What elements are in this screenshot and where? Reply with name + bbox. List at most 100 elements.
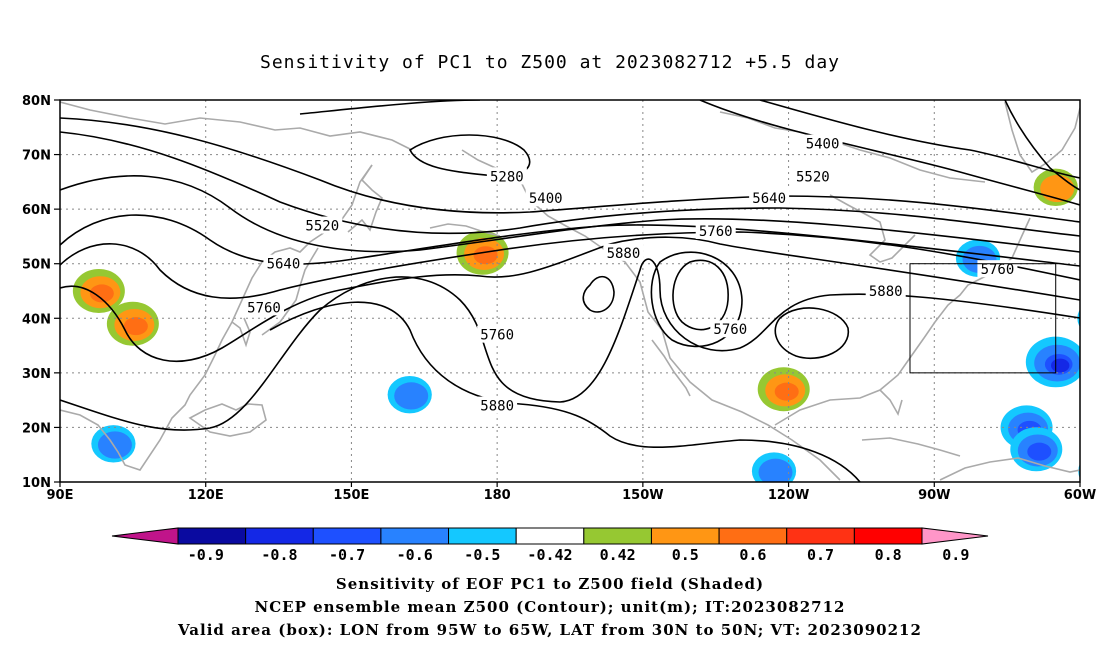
contour-label: 5400 <box>806 137 840 153</box>
contour-label: 5880 <box>480 399 514 415</box>
z500-contours <box>60 100 1080 482</box>
sensitivity-patch <box>1040 174 1075 203</box>
lat-tick-label: 70N <box>22 149 51 164</box>
colorbar-box <box>786 527 855 545</box>
colorbar-box <box>583 527 652 545</box>
caption-line-3: Valid area (box): LON from 95W to 65W, L… <box>177 621 922 639</box>
valid-area-box <box>909 263 1057 374</box>
lon-tick-label: 90W <box>918 488 950 503</box>
colorbar-min-arrow <box>111 527 179 545</box>
sensitivity-patch <box>1095 464 1100 482</box>
contour-label-bg <box>865 282 906 299</box>
contour-label: 5880 <box>607 246 641 262</box>
coastline-canada-arctic <box>719 111 986 183</box>
colorbar-tick-label: -0.6 <box>397 546 433 564</box>
coastline-borneo <box>188 403 267 437</box>
contour-line <box>699 100 1080 206</box>
colorbar-tick-label: -0.5 <box>464 546 500 564</box>
sensitivity-patch <box>473 246 498 265</box>
contour-line <box>1004 100 1080 191</box>
contour-label: 5760 <box>480 328 514 344</box>
lat-tick-label: 20N <box>22 421 51 436</box>
sensitivity-patch <box>89 284 114 303</box>
lon-tick-label: 60W <box>1064 488 1096 503</box>
contour-line <box>408 134 531 178</box>
colorbar: -0.9 -0.8 -0.7 -0.6 -0.5 -0.42 0.42 0.5 0.6 0.7 0.… <box>111 527 989 564</box>
sensitivity-patch <box>1078 463 1080 479</box>
contour-line <box>774 307 849 360</box>
coastline-aleutians <box>429 223 501 237</box>
contour-label-bg <box>977 260 1018 278</box>
colorbar-tick-label: 0.7 <box>807 546 834 564</box>
contour-label-bg <box>477 325 518 343</box>
contour-label-bg <box>263 254 304 272</box>
contour-line <box>60 231 1080 299</box>
colorbar-tick-label: -0.9 <box>188 546 224 564</box>
contour-line <box>60 117 1080 223</box>
contour-line <box>60 175 1080 253</box>
coastline-east-asia <box>60 164 373 471</box>
colorbar-tick-label: 0.9 <box>942 546 969 564</box>
coastline-alaska <box>461 149 841 481</box>
contour-label-bg <box>244 298 284 316</box>
map-area: 5280 5400 5400 5520 5520 5640 5640 5760 5760 5760… <box>59 99 1100 483</box>
contour-label: 5520 <box>305 219 339 235</box>
contour-label: 5640 <box>267 257 301 273</box>
lat-tick-label: 10N <box>22 476 51 491</box>
coastline-greenland <box>1004 101 1080 174</box>
contour-label: 5400 <box>529 191 563 207</box>
lat-tick-label: 50N <box>22 258 51 273</box>
sensitivity-patch <box>1027 442 1052 461</box>
colorbar-box <box>380 527 450 545</box>
lon-tick-label: 150W <box>622 488 663 503</box>
lon-tick-label: 90E <box>47 488 74 503</box>
lat-tick-label: 40N <box>22 312 51 327</box>
contour-label: 5760 <box>247 300 281 316</box>
colorbar-tick-label: -0.8 <box>261 546 297 564</box>
colorbar-box <box>853 527 923 545</box>
contour-line <box>60 236 1080 362</box>
contour-line <box>582 275 615 313</box>
coastline-caribbean <box>861 437 961 457</box>
coastline-arctic-siberia <box>60 101 413 151</box>
figure-title: Sensitivity of PC1 to Z500 at 2023082712… <box>260 52 840 73</box>
caption-line-2: NCEP ensemble mean Z500 (Contour); unit(… <box>255 598 846 616</box>
contour-line <box>60 214 1080 267</box>
coastline-florida <box>879 389 903 417</box>
coastline-south-america <box>939 457 1080 481</box>
contour-label: 5640 <box>752 191 786 207</box>
colorbar-tick-label: 0.6 <box>739 546 766 564</box>
contour-label-bg <box>792 167 833 185</box>
colorbar-tick-label: 0.42 <box>600 546 636 564</box>
sensitivity-patch <box>123 317 148 336</box>
colorbar-box <box>245 527 314 545</box>
contour-label: 5760 <box>699 224 733 240</box>
sensitivity-patch <box>97 431 132 459</box>
contour-label-bg <box>749 189 790 207</box>
contour-label-bg <box>695 221 736 239</box>
contour-line <box>60 131 1080 237</box>
contour-label-bg <box>302 216 343 234</box>
sensitivity-patch <box>774 382 799 401</box>
sensitivity-patch <box>758 458 793 482</box>
colorbar-tick-label: 0.5 <box>672 546 699 564</box>
contour-label: 5760 <box>713 322 747 338</box>
sensitivity-patch <box>394 382 429 410</box>
map-background <box>60 100 1080 482</box>
colorbar-tick-label: -0.7 <box>329 546 365 564</box>
contour-label: 5880 <box>869 284 903 300</box>
colorbar-tick-label: 0.8 <box>875 546 902 564</box>
coastline-baja <box>651 339 691 397</box>
coastlines <box>60 101 1080 481</box>
contour-label-bg <box>486 167 527 185</box>
contour-label: 5520 <box>796 169 830 185</box>
lat-tick-label: 60N <box>22 203 51 218</box>
lon-tick-label: 150E <box>333 488 369 503</box>
contour-line <box>269 301 861 482</box>
coastline-hudson <box>829 194 916 263</box>
sensitivity-patch <box>1084 306 1100 333</box>
contour-line <box>759 100 1080 179</box>
contour-line <box>60 258 1080 431</box>
